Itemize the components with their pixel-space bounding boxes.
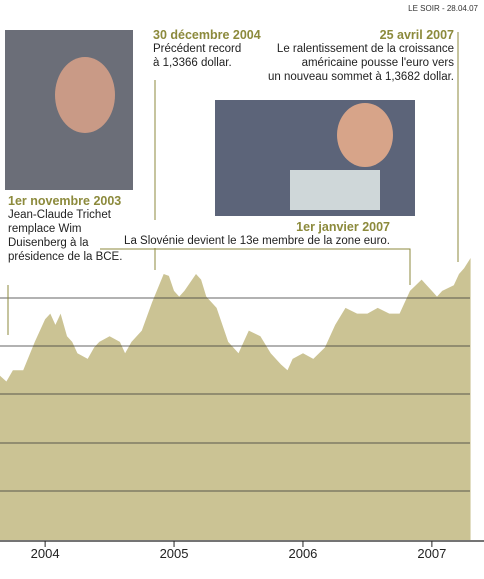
annotation: 30 décembre 2004 Précédent record à 1,3366… <box>153 28 261 70</box>
photo-banknotes <box>290 170 380 210</box>
annotation-text: présidence de la BCE. <box>8 251 123 263</box>
annotation-text: remplace Wim <box>8 223 82 235</box>
x-tick-label: 2004 <box>31 546 60 561</box>
annotation-text: américaine pousse l'euro vers <box>301 57 454 69</box>
annotation-date: 1er novembre 2003 <box>8 194 122 208</box>
x-tick-label: 2006 <box>288 546 317 561</box>
x-tick-label: 2007 <box>417 546 446 561</box>
annotation-text: Le ralentissement de la croissance <box>276 43 454 55</box>
area <box>0 258 471 540</box>
annotation: 25 avril 2007 Le ralentissement de la cro… <box>268 28 454 84</box>
annotation-date: 25 avril 2007 <box>379 28 454 42</box>
annotation-text: Précédent record <box>153 43 242 55</box>
annotation: 1er janvier 2007 La Slovénie devient le 1… <box>124 220 390 248</box>
photo-face <box>55 57 115 133</box>
photo-face <box>337 103 393 167</box>
annotation-text: Duisenberg à la <box>8 237 89 249</box>
annotation-date: 1er janvier 2007 <box>296 220 390 234</box>
connector <box>100 248 411 285</box>
source: LE SOIR - 28.04.07 <box>408 4 478 13</box>
annotation: 1er novembre 2003 Jean-Claude Trichet remp… <box>8 194 122 264</box>
grid <box>0 297 470 492</box>
annotation-text: La Slovénie devient le 13e membre de la … <box>124 235 390 247</box>
annotation-text: un nouveau sommet à 1,3682 dollar. <box>267 71 454 83</box>
annotation-text: Jean-Claude Trichet <box>8 209 111 221</box>
annotation-text: à 1,3366 dollar. <box>153 57 232 69</box>
x-tick-label: 2005 <box>160 546 189 561</box>
annotation-date: 30 décembre 2004 <box>153 28 261 42</box>
